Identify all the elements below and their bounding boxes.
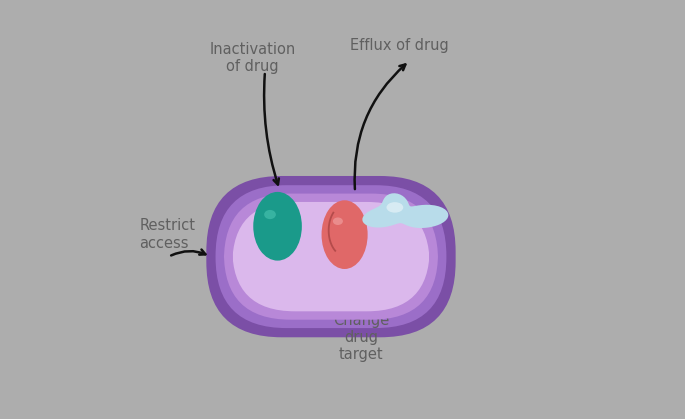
FancyBboxPatch shape — [232, 202, 429, 311]
Ellipse shape — [264, 210, 276, 219]
Ellipse shape — [253, 192, 302, 261]
Text: Change
drug
target: Change drug target — [333, 313, 390, 362]
Text: Restrict
access: Restrict access — [139, 218, 195, 251]
Polygon shape — [362, 193, 449, 228]
Ellipse shape — [333, 217, 343, 225]
Text: Inactivation
of drug: Inactivation of drug — [210, 42, 295, 74]
Ellipse shape — [386, 202, 403, 213]
FancyBboxPatch shape — [206, 176, 456, 337]
Ellipse shape — [321, 200, 368, 269]
FancyBboxPatch shape — [216, 185, 447, 328]
FancyBboxPatch shape — [224, 194, 438, 320]
Text: Efflux of drug: Efflux of drug — [349, 38, 449, 53]
